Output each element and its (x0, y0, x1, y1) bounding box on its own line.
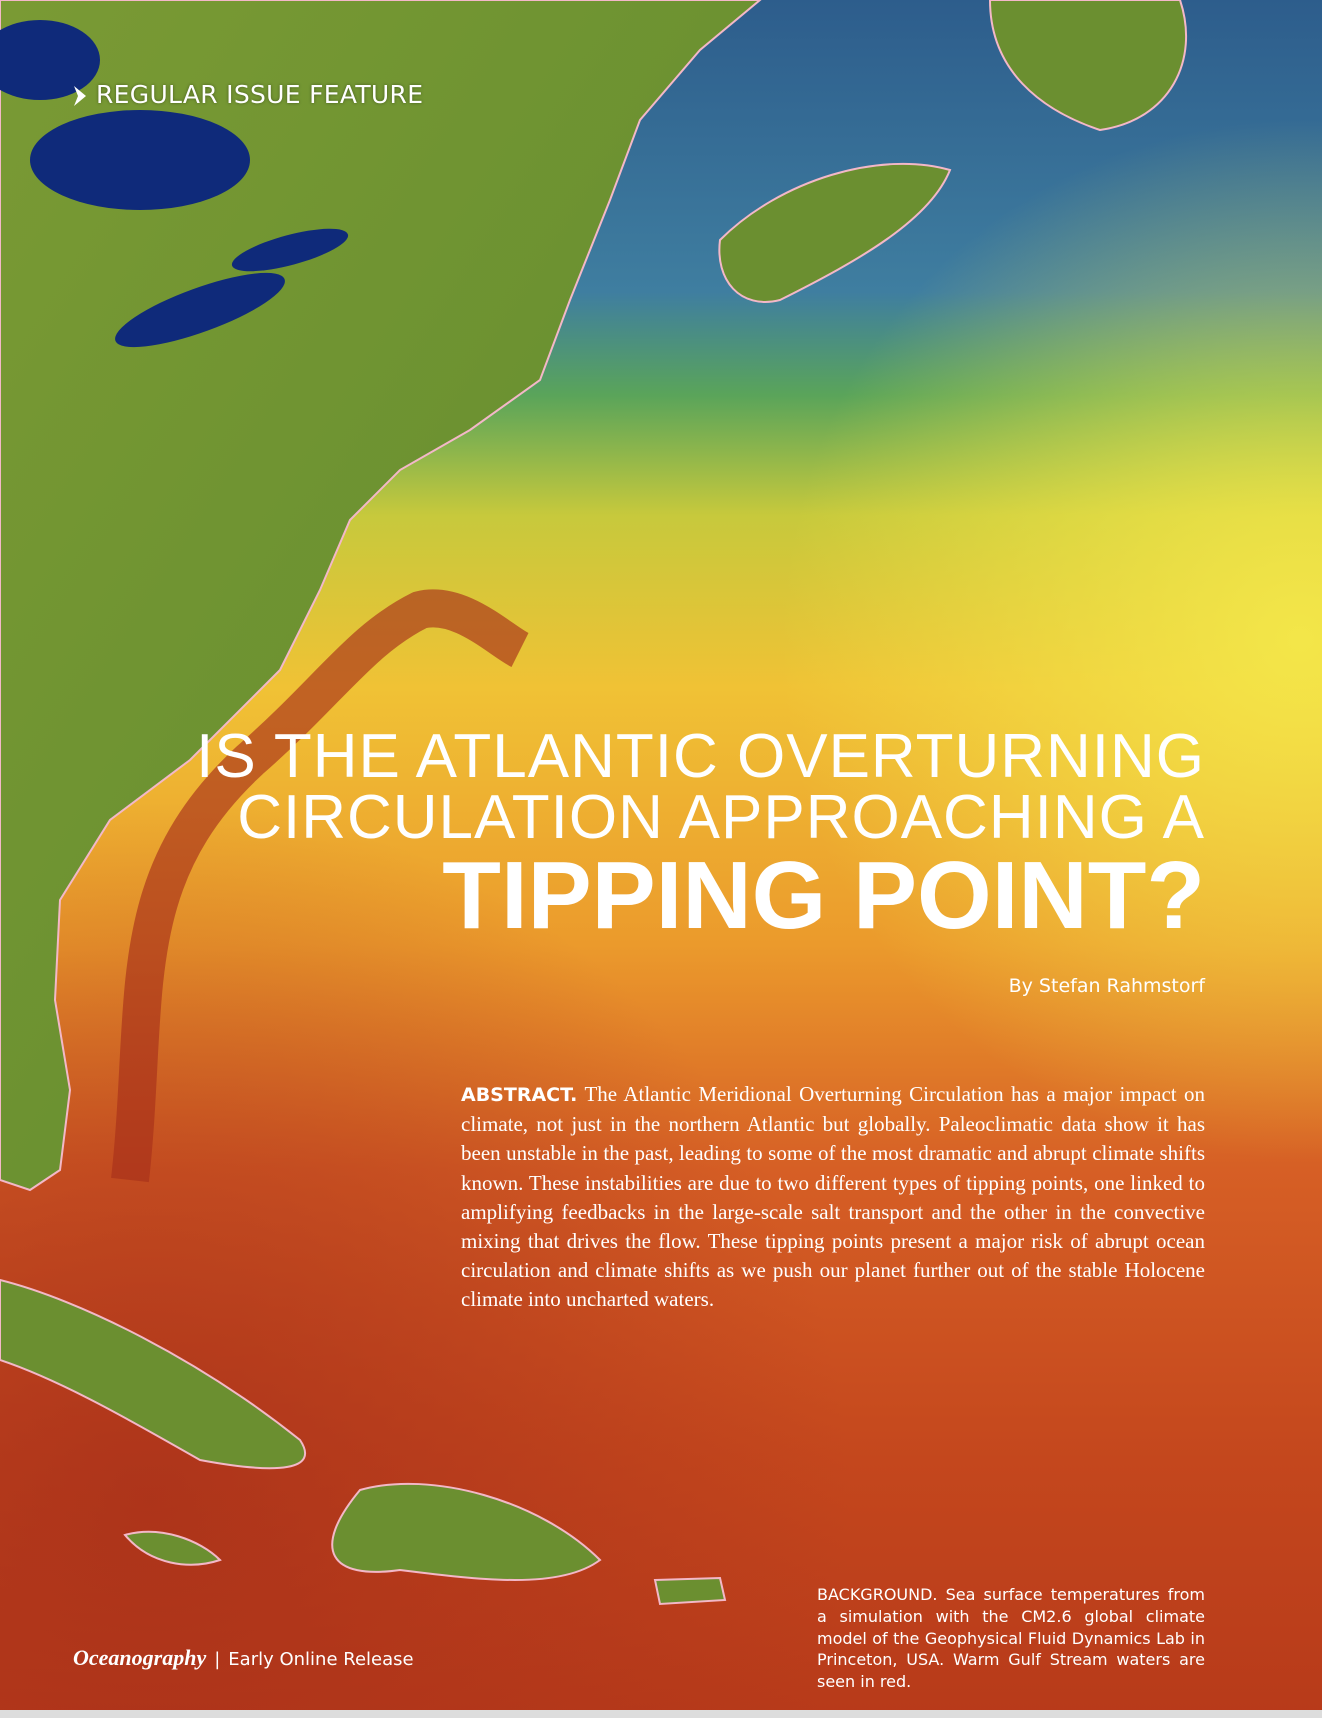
title-line: CIRCULATION APPROACHING A (237, 783, 1205, 852)
footer: Oceanography | Early Online Release (73, 1645, 414, 1671)
section-label: REGULAR ISSUE FEATURE (96, 80, 424, 109)
abstract-text: The Atlantic Meridional Overturning Circ… (461, 1082, 1206, 1312)
title-emphasis: TIPPING POINT? (442, 842, 1205, 949)
title-line: IS THE ATLANTIC OVERTURNING (196, 722, 1205, 791)
release-label: Early Online Release (228, 1649, 414, 1670)
separator: | (214, 1649, 221, 1670)
abstract: ABSTRACT. The Atlantic Meridional Overtu… (461, 1080, 1205, 1315)
section-arrow (74, 86, 86, 106)
abstract-label: ABSTRACT. (461, 1084, 578, 1106)
journal-name: Oceanography (73, 1645, 207, 1670)
byline: By Stefan Rahmstorf (1008, 975, 1205, 997)
caption: BACKGROUND. Sea surface temperatures fro… (817, 1585, 1205, 1692)
